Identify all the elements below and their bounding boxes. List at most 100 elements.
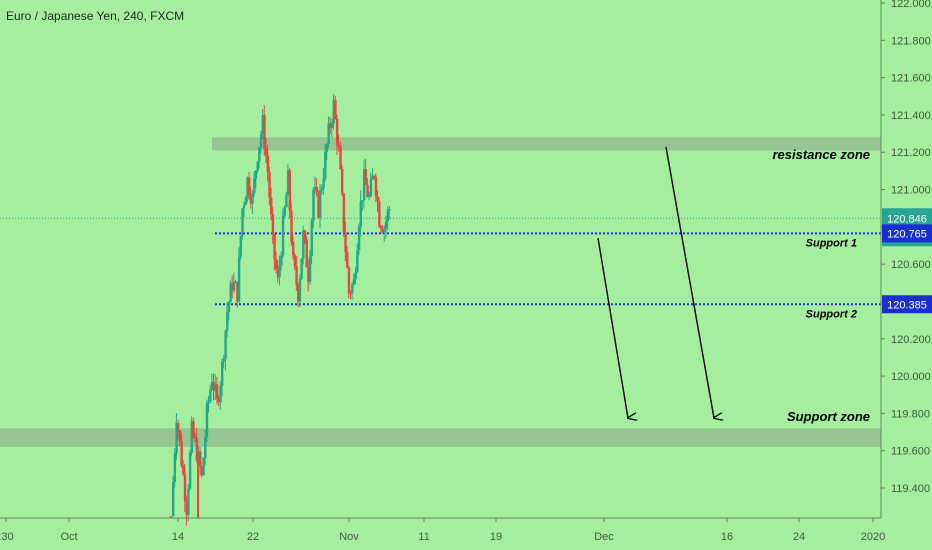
zone-label: Support zone: [787, 409, 870, 424]
candle: [383, 228, 386, 233]
candle: [195, 438, 199, 461]
candle: [310, 220, 313, 257]
zones-layer: [0, 137, 881, 447]
candle: [334, 100, 337, 119]
candle: [276, 269, 280, 278]
x-tick-label: 14: [172, 531, 184, 543]
candle: [303, 230, 307, 240]
candle: [271, 214, 275, 235]
candle: [215, 384, 219, 399]
candle: [302, 230, 305, 259]
candle: [293, 255, 297, 267]
candle: [354, 272, 357, 280]
y-tick-label: 120.200: [891, 334, 931, 346]
candle: [280, 255, 283, 266]
candle: [268, 171, 271, 198]
candle: [362, 169, 366, 201]
candle: [173, 453, 177, 482]
candle: [227, 302, 231, 312]
candle: [352, 279, 356, 285]
candle: [226, 311, 229, 331]
y-tick-label: 119.800: [891, 408, 930, 420]
candle: [337, 144, 341, 147]
candle: [298, 279, 302, 302]
candle: [291, 242, 295, 256]
candle: [251, 193, 254, 204]
candle: [254, 170, 258, 179]
candle: [273, 234, 276, 260]
candle: [183, 474, 187, 502]
candle: [356, 250, 359, 273]
candle: [207, 401, 210, 404]
candle: [278, 265, 281, 278]
zone-labels-layer: resistance zone Support zone Support 1 Supp…: [772, 147, 870, 424]
y-tick-label: 121.400: [891, 110, 931, 122]
candle: [256, 161, 259, 171]
x-tick-label: 19: [490, 531, 502, 543]
candle: [253, 178, 256, 194]
candle: [210, 381, 214, 390]
candle: [339, 146, 342, 169]
level-price-badge: [882, 295, 932, 314]
candle: [313, 187, 317, 190]
candle: [270, 197, 273, 215]
candle: [312, 189, 315, 221]
candle: [205, 403, 209, 438]
candle: [248, 177, 251, 196]
candle: [344, 232, 347, 253]
candle: [229, 283, 232, 303]
candle: [368, 195, 371, 197]
candle: [324, 151, 327, 179]
candle: [221, 361, 224, 386]
candle: [264, 148, 268, 156]
candle: [286, 169, 290, 196]
candle: [288, 169, 292, 211]
candle: [327, 123, 330, 145]
candle: [315, 187, 319, 192]
x-tick-label: 16: [721, 531, 733, 543]
candle: [193, 437, 197, 439]
candle: [305, 239, 308, 268]
y-tick-label: 121.200: [891, 147, 931, 159]
candle: [357, 226, 361, 251]
candle: [347, 267, 351, 293]
candle: [342, 193, 346, 233]
candle: [307, 267, 310, 282]
candle: [386, 210, 390, 222]
zone-support: [0, 428, 881, 447]
candle: [222, 359, 226, 362]
candle: [188, 453, 192, 489]
candle: [329, 123, 332, 128]
time-axis: :30 Oct 14 22 Nov 11 19 Dec 16 24 2020: [0, 518, 885, 543]
candle: [275, 259, 278, 270]
down-arrow-2: [665, 146, 714, 418]
candle: [242, 204, 246, 209]
candle: [182, 465, 185, 475]
candle: [319, 190, 322, 218]
candle: [172, 481, 175, 516]
levels-layer: [215, 232, 881, 306]
candle: [200, 467, 204, 476]
chart-title: Euro / Japanese Yen, 240, FXCM: [6, 9, 185, 23]
candle: [263, 115, 266, 149]
candle: [249, 195, 253, 204]
candle: [308, 256, 312, 282]
y-tick-label: 120.000: [891, 371, 931, 383]
candle: [192, 421, 195, 438]
y-tick-label: 121.000: [891, 185, 931, 197]
down-arrow-1: [597, 237, 628, 418]
x-tick-label: 2020: [861, 531, 885, 543]
candle: [373, 176, 376, 178]
level-price-label: 120.385: [887, 299, 927, 311]
candle: [266, 155, 270, 172]
y-tick-label: 119.600: [891, 446, 930, 458]
candle: [332, 100, 335, 124]
candle: [381, 228, 384, 233]
x-tick-label: 11: [418, 531, 429, 543]
candle: [297, 284, 300, 302]
candle: [346, 252, 349, 268]
candle: [217, 398, 221, 403]
x-tick-label: Dec: [594, 531, 614, 543]
